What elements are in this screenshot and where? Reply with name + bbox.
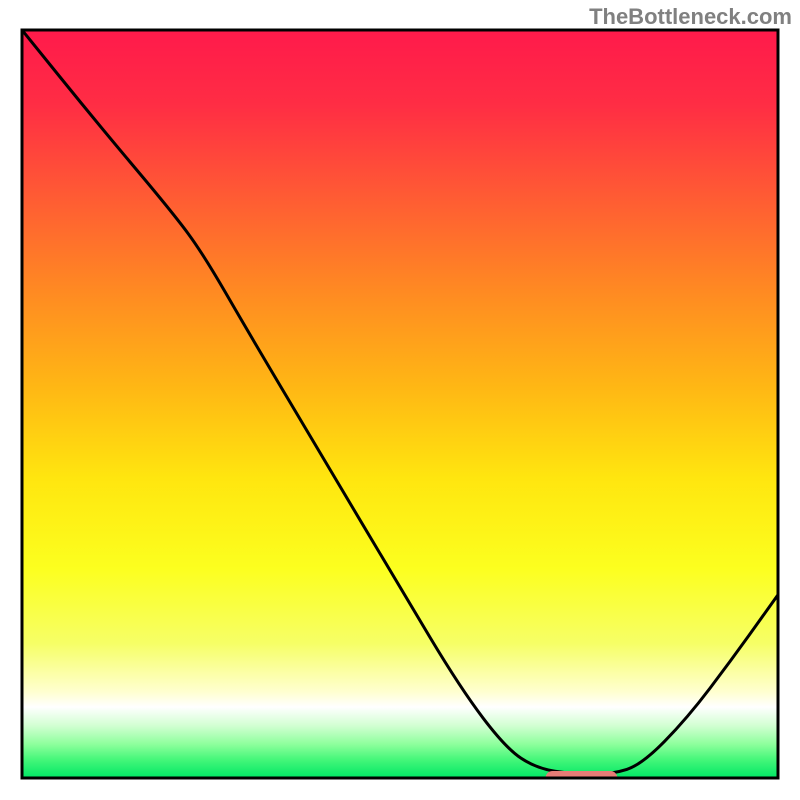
bottleneck-chart [0,0,800,800]
gradient-background [22,30,778,778]
watermark-text: TheBottleneck.com [589,4,792,30]
